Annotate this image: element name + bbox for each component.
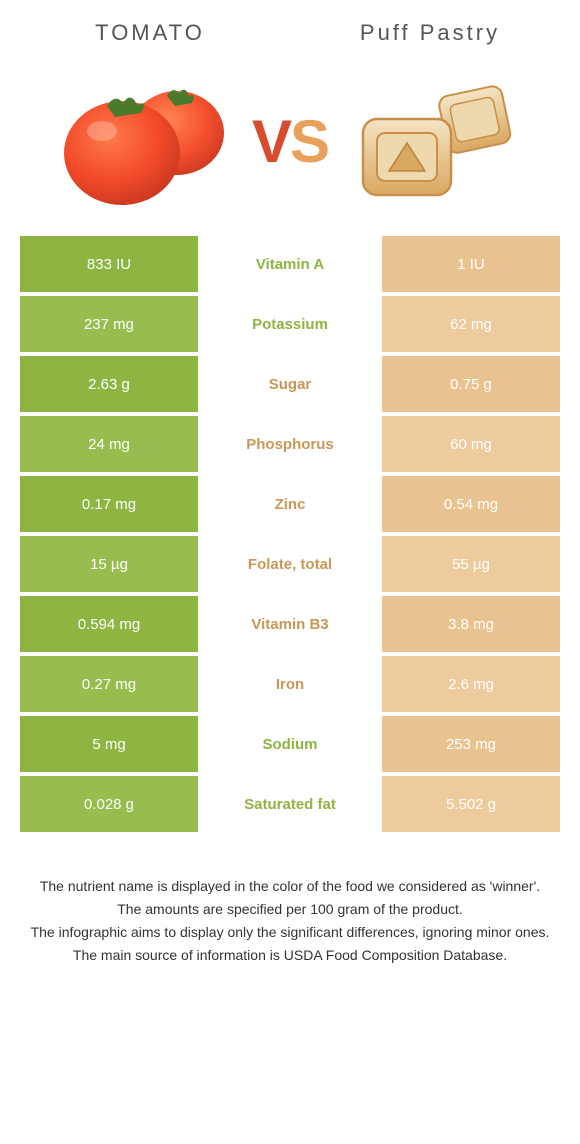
tomato-image: [52, 66, 242, 216]
footer-notes: The nutrient name is displayed in the co…: [0, 836, 580, 988]
nutrient-label: Sugar: [198, 356, 382, 412]
table-row: 24 mgPhosphorus60 mg: [20, 416, 560, 472]
right-value: 60 mg: [382, 416, 560, 472]
table-row: 0.028 gSaturated fat5.502 g: [20, 776, 560, 832]
vs-v: V: [252, 108, 290, 175]
table-row: 237 mgPotassium62 mg: [20, 296, 560, 352]
left-value: 0.27 mg: [20, 656, 198, 712]
table-row: 15 µgFolate, total55 µg: [20, 536, 560, 592]
left-value: 833 IU: [20, 236, 198, 292]
table-row: 5 mgSodium253 mg: [20, 716, 560, 772]
left-value: 5 mg: [20, 716, 198, 772]
nutrient-label: Folate, total: [198, 536, 382, 592]
right-value: 62 mg: [382, 296, 560, 352]
left-value: 2.63 g: [20, 356, 198, 412]
vs-s: S: [290, 108, 328, 175]
right-food-title: Puff Pastry: [290, 20, 570, 46]
left-value: 15 µg: [20, 536, 198, 592]
footer-line-3: The infographic aims to display only the…: [30, 922, 550, 943]
vs-label: VS: [252, 107, 328, 176]
table-row: 0.594 mgVitamin B33.8 mg: [20, 596, 560, 652]
nutrient-table: 833 IUVitamin A1 IU237 mgPotassium62 mg2…: [20, 236, 560, 832]
nutrient-label: Vitamin A: [198, 236, 382, 292]
header: TOMATO Puff Pastry: [0, 0, 580, 56]
nutrient-label: Iron: [198, 656, 382, 712]
table-row: 0.27 mgIron2.6 mg: [20, 656, 560, 712]
pastry-image: [338, 66, 528, 216]
footer-line-1: The nutrient name is displayed in the co…: [30, 876, 550, 897]
hero-row: VS: [0, 56, 580, 236]
table-row: 833 IUVitamin A1 IU: [20, 236, 560, 292]
right-value: 3.8 mg: [382, 596, 560, 652]
right-value: 0.75 g: [382, 356, 560, 412]
right-value: 2.6 mg: [382, 656, 560, 712]
nutrient-label: Vitamin B3: [198, 596, 382, 652]
nutrient-label: Saturated fat: [198, 776, 382, 832]
left-value: 0.028 g: [20, 776, 198, 832]
right-value: 0.54 mg: [382, 476, 560, 532]
right-value: 55 µg: [382, 536, 560, 592]
footer-line-2: The amounts are specified per 100 gram o…: [30, 899, 550, 920]
right-value: 5.502 g: [382, 776, 560, 832]
left-value: 0.17 mg: [20, 476, 198, 532]
nutrient-label: Potassium: [198, 296, 382, 352]
left-value: 237 mg: [20, 296, 198, 352]
right-value: 253 mg: [382, 716, 560, 772]
nutrient-label: Zinc: [198, 476, 382, 532]
table-row: 2.63 gSugar0.75 g: [20, 356, 560, 412]
table-row: 0.17 mgZinc0.54 mg: [20, 476, 560, 532]
left-food-title: TOMATO: [10, 20, 290, 46]
nutrient-label: Sodium: [198, 716, 382, 772]
left-value: 0.594 mg: [20, 596, 198, 652]
left-value: 24 mg: [20, 416, 198, 472]
footer-line-4: The main source of information is USDA F…: [30, 945, 550, 966]
right-value: 1 IU: [382, 236, 560, 292]
nutrient-label: Phosphorus: [198, 416, 382, 472]
